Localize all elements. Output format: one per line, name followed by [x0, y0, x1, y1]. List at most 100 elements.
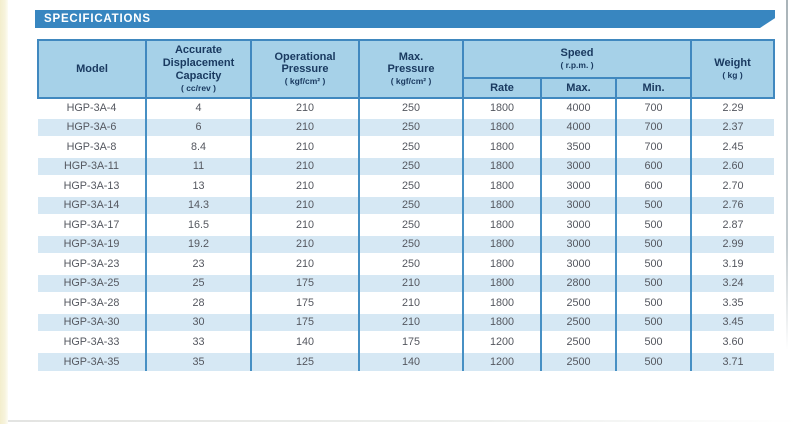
cell-operational-pressure: 210	[250, 98, 359, 118]
cell-max-pressure: 250	[358, 233, 463, 254]
cell-max-pressure: 210	[358, 311, 463, 332]
table-body: HGP-3A-4 4 210 250 1800 4000 700 2.29 HG…	[38, 98, 775, 371]
cell-displacement-capacity: 33	[145, 331, 251, 352]
cell-weight: 2.60	[690, 155, 775, 176]
col-header-operational-pressure: Operational Pressure ( kgf/cm² )	[250, 39, 360, 99]
cell-operational-pressure: 140	[250, 331, 359, 352]
col-header-operational-pressure-unit: ( kgf/cm² )	[284, 76, 326, 87]
col-header-weight-title: Weight	[714, 56, 751, 69]
cell-max-pressure: 210	[358, 272, 463, 293]
cell-speed-rate: 1800	[462, 292, 541, 313]
cell-displacement-capacity: 19.2	[145, 233, 251, 254]
col-header-capacity-unit: ( cc/rev )	[181, 82, 216, 93]
cell-displacement-capacity: 30	[145, 311, 251, 332]
cell-displacement-capacity: 8.4	[145, 136, 251, 157]
cell-operational-pressure: 210	[250, 253, 359, 274]
cell-operational-pressure: 210	[250, 116, 359, 137]
cell-speed-min: 500	[614, 350, 692, 371]
table-row: HGP-3A-19 19.2 210 250 1800 3000 500 2.9…	[38, 233, 775, 254]
cell-speed-min: 700	[614, 98, 692, 118]
cell-speed-rate: 1800	[462, 116, 541, 137]
cell-displacement-capacity: 13	[145, 175, 251, 196]
cell-model: HGP-3A-6	[38, 116, 146, 137]
cell-speed-max: 3000	[540, 253, 616, 274]
cell-displacement-capacity: 4	[145, 98, 251, 118]
table-row: HGP-3A-25 25 175 210 1800 2800 500 3.24	[38, 272, 775, 293]
cell-speed-min: 500	[614, 311, 692, 332]
cell-displacement-capacity: 6	[145, 116, 251, 137]
cell-model: HGP-3A-17	[38, 214, 146, 235]
cell-operational-pressure: 175	[250, 272, 359, 293]
cell-weight: 3.24	[690, 272, 775, 293]
cell-weight: 3.45	[690, 311, 775, 332]
cell-operational-pressure: 125	[250, 350, 359, 371]
cell-max-pressure: 250	[358, 98, 463, 118]
table-row: HGP-3A-8 8.4 210 250 1800 3500 700 2.45	[38, 136, 775, 157]
col-header-speed-max: Max.	[540, 77, 617, 99]
cell-max-pressure: 175	[358, 331, 463, 352]
cell-speed-rate: 1800	[462, 253, 541, 274]
table-row: HGP-3A-17 16.5 210 250 1800 3000 500 2.8…	[38, 214, 775, 235]
cell-speed-max: 3000	[540, 175, 616, 196]
cell-model: HGP-3A-33	[38, 331, 146, 352]
cell-speed-max: 2800	[540, 272, 616, 293]
cell-speed-max: 4000	[540, 116, 616, 137]
cell-speed-min: 500	[614, 272, 692, 293]
cell-weight: 3.71	[690, 350, 775, 371]
col-header-model: Model	[37, 39, 147, 99]
table-row: HGP-3A-23 23 210 250 1800 3000 500 3.19	[38, 253, 775, 274]
col-header-speed-min: Min.	[614, 77, 693, 99]
cell-displacement-capacity: 14.3	[145, 194, 251, 215]
cell-model: HGP-3A-4	[66, 101, 117, 114]
cell-weight: 2.87	[690, 214, 775, 235]
cell-speed-max: 2500	[540, 350, 616, 371]
cell-displacement-capacity: 25	[145, 272, 251, 293]
cell-max-pressure: 250	[358, 175, 463, 196]
table-row: HGP-3A-33 33 140 175 1200 2500 500 3.60	[38, 331, 775, 352]
cell-speed-rate: 1800	[462, 98, 541, 118]
specifications-banner: SPECIFICATIONS	[35, 10, 775, 28]
cell-speed-min: 500	[614, 292, 692, 313]
cell-weight: 2.29	[690, 98, 775, 118]
cell-displacement-capacity: 16.5	[145, 214, 251, 235]
cell-speed-max: 3000	[540, 155, 616, 176]
cell-speed-max: 3500	[540, 136, 616, 157]
cell-max-pressure: 250	[358, 214, 463, 235]
cell-operational-pressure: 210	[250, 175, 359, 196]
cell-speed-min: 500	[614, 233, 692, 254]
cell-model: HGP-3A-8	[38, 136, 146, 157]
cell-speed-rate: 1800	[462, 175, 541, 196]
cell-weight: 2.70	[690, 175, 775, 196]
cell-speed-min: 600	[614, 175, 692, 196]
cell-speed-max: 2500	[540, 331, 616, 352]
cell-weight: 3.19	[690, 253, 775, 274]
cell-max-pressure: 250	[358, 194, 463, 215]
cell-speed-rate: 1200	[462, 331, 541, 352]
cell-speed-rate: 1800	[462, 311, 541, 332]
cell-speed-rate: 1800	[462, 214, 541, 235]
cell-weight: 3.35	[690, 292, 775, 313]
cell-model: HGP-3A-13	[38, 175, 146, 196]
cell-speed-max: 4000	[540, 98, 616, 118]
page-edge-bottom	[8, 420, 798, 422]
cell-operational-pressure: 175	[250, 292, 359, 313]
table-row: HGP-3A-6 6 210 250 1800 4000 700 2.37	[38, 116, 775, 137]
cell-model: HGP-3A-35	[38, 350, 146, 371]
cell-displacement-capacity: 11	[145, 155, 251, 176]
col-header-max-pressure-title: Max. Pressure	[387, 50, 435, 76]
cell-weight: 3.60	[690, 331, 775, 352]
table-row: HGP-3A-30 30 175 210 1800 2500 500 3.45	[38, 311, 775, 332]
cell-displacement-capacity: 28	[145, 292, 251, 313]
col-header-speed-rate: Rate	[462, 77, 542, 99]
cell-speed-rate: 1800	[462, 233, 541, 254]
cell-max-pressure: 250	[358, 116, 463, 137]
table-row: HGP-3A-28 28 175 210 1800 2500 500 3.35	[38, 292, 775, 313]
col-header-capacity: Accurate Displacement Capacity ( cc/rev …	[145, 39, 252, 99]
cell-model: HGP-3A-19	[38, 233, 146, 254]
cell-max-pressure: 250	[358, 155, 463, 176]
cell-weight: 2.37	[690, 116, 775, 137]
page-edge-right	[786, 0, 788, 350]
cell-speed-max: 3000	[540, 194, 616, 215]
cell-speed-min: 500	[614, 194, 692, 215]
